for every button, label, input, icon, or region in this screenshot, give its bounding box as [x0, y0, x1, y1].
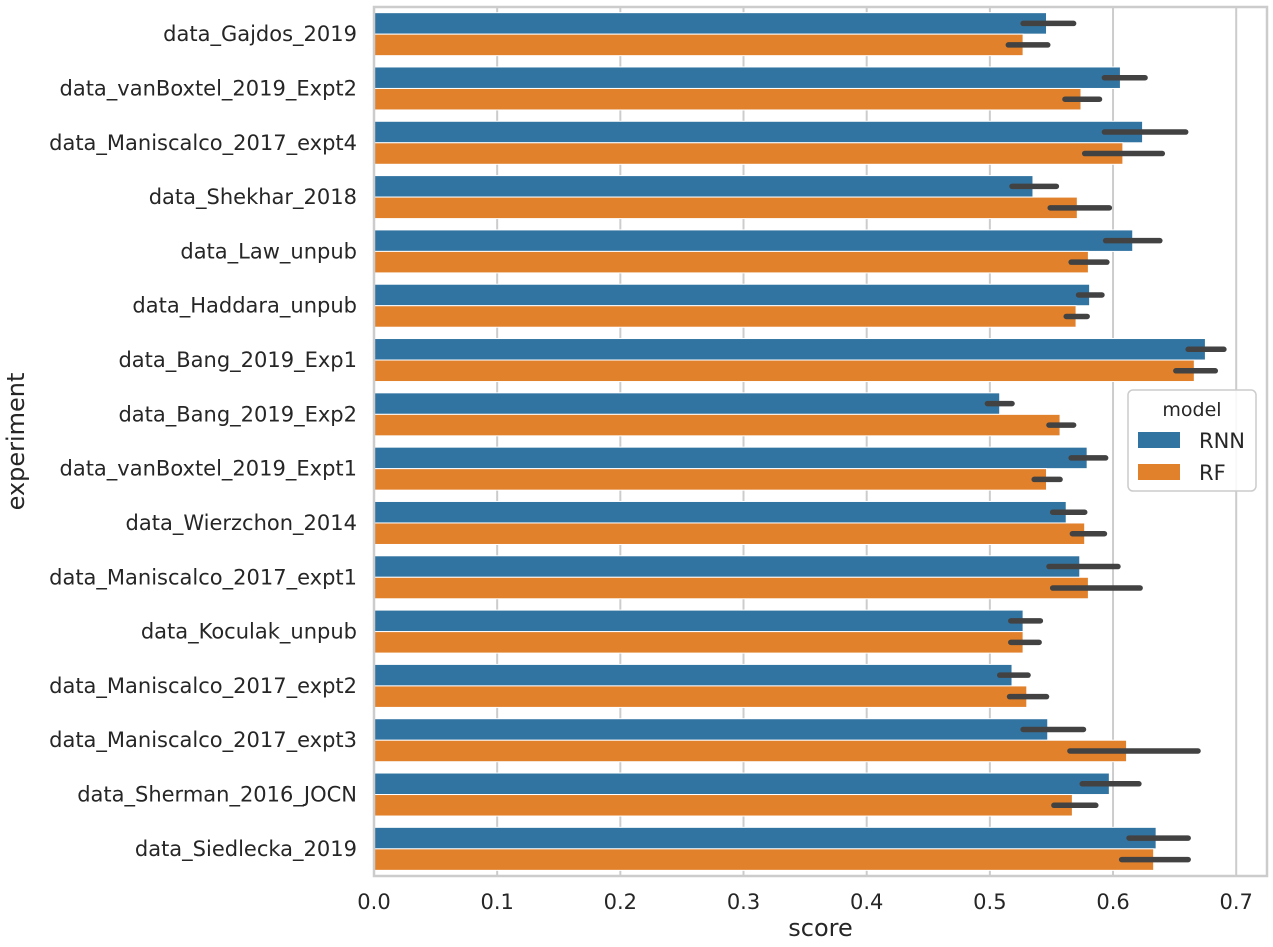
y-tick-label: data_Gajdos_2019	[163, 22, 357, 47]
bar-rf-data-vanboxtel-2019-expt2	[373, 87, 1082, 111]
y-tick-label: data_Maniscalco_2017_expt2	[49, 674, 357, 699]
bar-rf-data-maniscalco-2017-expt2	[373, 685, 1028, 708]
x-tick-label: 0.4	[850, 890, 883, 914]
y-tick-label: data_Koculak_unpub	[141, 620, 357, 645]
bar-rf-data-bang-2019-exp2	[373, 413, 1061, 437]
x-ticks: 0.0 0.1 0.2 0.3 0.4 0.5 0.6 0.7	[357, 890, 1253, 914]
bar-rf-data-wierzchon-2014	[373, 522, 1086, 545]
bar-rnn-data-vanboxtel-2019-expt1	[373, 446, 1088, 470]
y-tick-label: data_Maniscalco_2017_expt3	[49, 728, 357, 753]
y-tick-label: data_Law_unpub	[180, 239, 357, 264]
bar-rnn-data-maniscalco-2017-expt1	[373, 555, 1081, 578]
x-tick-label: 0.2	[604, 890, 637, 914]
bar-rnn-data-shekhar-2018	[373, 175, 1034, 198]
bar-rf-data-siedlecka-2019	[373, 848, 1155, 871]
y-tick-label: data_Shekhar_2018	[149, 185, 357, 210]
bar-rnn-data-gajdos-2019	[373, 12, 1048, 35]
bar-rnn-data-haddara-unpub	[373, 283, 1091, 307]
y-tick-label: data_Bang_2019_Exp1	[118, 348, 357, 373]
error-bars	[984, 20, 1227, 863]
legend-title: model	[1162, 399, 1221, 421]
legend-label-rnn: RNN	[1199, 429, 1245, 453]
bar-rnn-data-law-unpub	[373, 229, 1134, 252]
bar-rf-data-shekhar-2018	[373, 196, 1078, 220]
x-tick-label: 0.7	[1220, 890, 1253, 914]
bar-rf-data-sherman-2016-jocn	[373, 794, 1073, 817]
bar-rnn-data-maniscalco-2017-expt4	[373, 120, 1144, 144]
bar-rf-data-law-unpub	[373, 250, 1089, 274]
y-tick-label: data_vanBoxtel_2019_Expt1	[60, 457, 358, 482]
y-tick-label: data_vanBoxtel_2019_Expt2	[60, 76, 358, 101]
y-tick-label: data_Wierzchon_2014	[126, 511, 357, 536]
bar-rf-data-maniscalco-2017-expt4	[373, 142, 1124, 165]
legend-swatch-rnn	[1138, 432, 1180, 448]
bar-rf-data-vanboxtel-2019-expt1	[373, 468, 1048, 491]
bar-rf-data-gajdos-2019	[373, 33, 1024, 57]
y-tick-label: data_Bang_2019_Exp2	[118, 402, 357, 427]
bar-rf-data-maniscalco-2017-expt3	[373, 739, 1128, 763]
x-tick-label: 0.5	[973, 890, 1006, 914]
legend-label-rf: RF	[1199, 461, 1226, 485]
bar-rnn-data-vanboxtel-2019-expt2	[373, 66, 1121, 89]
bar-rnn-data-bang-2019-exp2	[373, 392, 1001, 415]
y-ticks: data_Gajdos_2019 data_vanBoxtel_2019_Expt…	[49, 22, 357, 862]
bar-rnn-data-bang-2019-exp1	[373, 338, 1206, 361]
bar-rnn-data-sherman-2016-jocn	[373, 772, 1110, 796]
bar-rnn-data-maniscalco-2017-expt2	[373, 663, 1013, 687]
y-tick-label: data_Sherman_2016_JOCN	[77, 783, 357, 808]
x-tick-label: 0.6	[1096, 890, 1129, 914]
x-axis-label: score	[788, 914, 853, 942]
x-tick-label: 0.0	[357, 890, 390, 914]
bar-rf-data-koculak-unpub	[373, 631, 1024, 654]
plot-frame	[372, 5, 1269, 878]
bar-rf-data-bang-2019-exp1	[373, 359, 1195, 383]
x-tick-label: 0.3	[727, 890, 760, 914]
y-tick-label: data_Maniscalco_2017_expt4	[49, 131, 357, 156]
legend-swatch-rf	[1138, 464, 1180, 480]
y-tick-label: data_Haddara_unpub	[132, 294, 357, 319]
bars	[373, 12, 1206, 871]
legend: model RNN RF	[1127, 389, 1257, 492]
bar-rnn-data-wierzchon-2014	[373, 500, 1067, 524]
y-tick-label: data_Maniscalco_2017_expt1	[49, 565, 357, 590]
bar-rf-data-maniscalco-2017-expt1	[373, 576, 1089, 600]
bar-rnn-data-maniscalco-2017-expt3	[373, 718, 1049, 741]
bar-rf-data-haddara-unpub	[373, 305, 1077, 328]
y-tick-label: data_Siedlecka_2019	[135, 837, 357, 862]
x-tick-label: 0.1	[480, 890, 513, 914]
bar-rnn-data-koculak-unpub	[373, 609, 1024, 633]
bar-rnn-data-siedlecka-2019	[373, 826, 1157, 850]
y-axis-label: experiment	[2, 373, 30, 511]
